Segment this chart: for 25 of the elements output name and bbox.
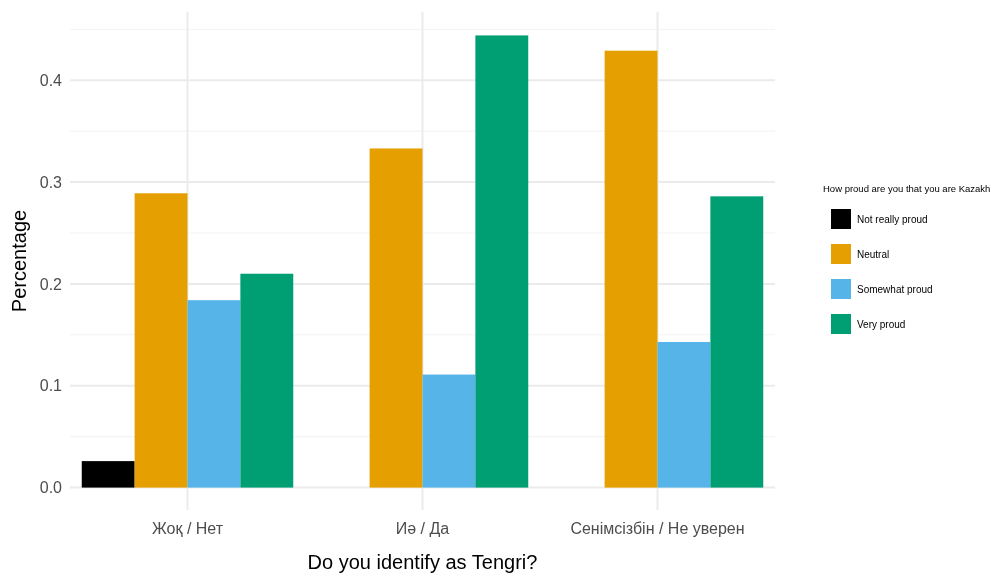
y-tick-label: 0.2 bbox=[39, 275, 63, 293]
y-tick-label: 0.3 bbox=[39, 173, 63, 191]
legend-label: Very proud bbox=[857, 318, 906, 330]
bar bbox=[422, 374, 476, 488]
bar bbox=[657, 341, 711, 488]
legend-label: Somewhat proud bbox=[857, 283, 933, 295]
x-tick-label: Иә / Да bbox=[395, 520, 450, 537]
x-axis-title: Do you identify as Tengri? bbox=[307, 551, 538, 573]
y-tick-label: 0.1 bbox=[39, 377, 63, 395]
y-axis-title: Percentage bbox=[8, 209, 30, 313]
bar bbox=[475, 35, 529, 488]
bar bbox=[187, 300, 241, 488]
legend-label: Not really proud bbox=[857, 213, 928, 225]
legend-label: Neutral bbox=[857, 248, 890, 260]
x-tick-label: Жоқ / Нет bbox=[151, 520, 224, 537]
bar bbox=[81, 461, 135, 488]
bar bbox=[134, 193, 188, 488]
y-tick-label: 0.4 bbox=[39, 71, 63, 89]
legend-title: How proud are you that you are Kazakh bbox=[823, 183, 991, 194]
bar bbox=[604, 50, 658, 488]
y-tick-label: 0.0 bbox=[39, 479, 63, 497]
bar bbox=[240, 273, 294, 488]
x-tick-label: Сенімсізбін / Не уверен bbox=[570, 520, 745, 537]
bar bbox=[710, 196, 764, 488]
bar bbox=[369, 148, 423, 488]
